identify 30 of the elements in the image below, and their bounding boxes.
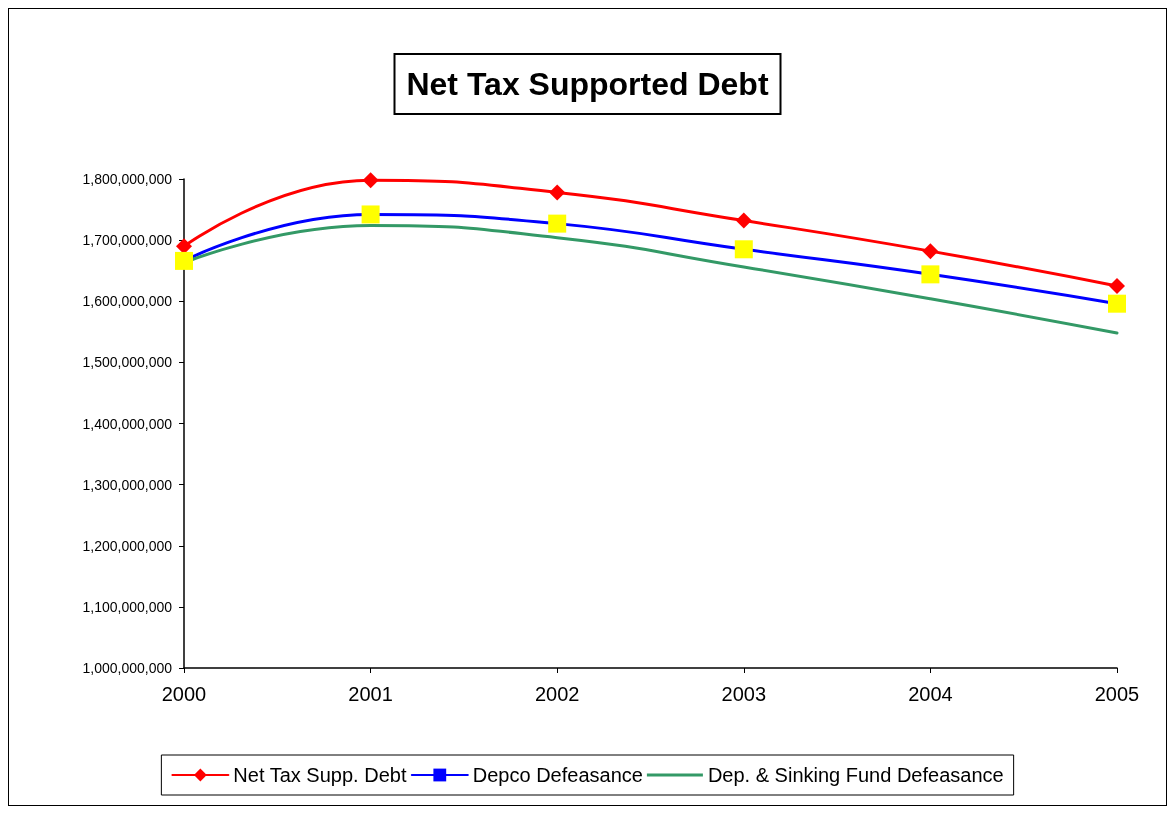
x-tick-label: 2002 xyxy=(534,683,580,705)
point xyxy=(735,212,752,229)
x-tick-label: 2001 xyxy=(348,683,393,705)
y-tick-label: 1,100,000,000 xyxy=(82,598,173,615)
y-tick-label: 1,800,000,000 xyxy=(82,171,173,187)
x-tick-label: 2005 xyxy=(1094,683,1140,705)
point xyxy=(549,184,566,201)
chart-title: Net Tax Supported Debt xyxy=(406,66,769,102)
legend-label: Dep. & Sinking Fund Defeasance xyxy=(707,764,1004,786)
point xyxy=(734,240,753,259)
point xyxy=(922,243,939,260)
y-tick-label: 1,700,000,000 xyxy=(82,232,173,249)
legend-label: Depco Defeasance xyxy=(472,764,643,786)
x-tick-label: 2003 xyxy=(721,683,767,705)
y-tick-label: 1,400,000,000 xyxy=(82,415,173,432)
point xyxy=(361,205,380,224)
y-tick-label: 1,200,000,000 xyxy=(82,537,173,554)
legend-label: Net Tax Supp. Debt xyxy=(233,764,407,786)
point xyxy=(921,265,940,284)
point xyxy=(548,214,567,233)
point xyxy=(1108,294,1126,313)
y-tick-label: 1,300,000,000 xyxy=(82,476,173,493)
y-tick-label: 1,600,000,000 xyxy=(82,293,173,310)
point xyxy=(1109,277,1125,294)
point xyxy=(175,251,193,270)
x-tick-label: 2004 xyxy=(908,683,953,705)
y-tick-label: 1,500,000,000 xyxy=(82,354,173,371)
point xyxy=(362,172,379,189)
y-tick-label: 1,000,000,000 xyxy=(82,660,173,676)
x-tick-label: 2000 xyxy=(161,683,207,705)
